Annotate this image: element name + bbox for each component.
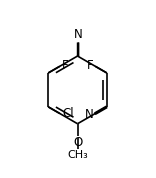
Text: F: F (62, 59, 68, 72)
Text: Cl: Cl (62, 107, 74, 120)
Text: F: F (87, 59, 93, 72)
Text: N: N (85, 108, 93, 121)
Text: O: O (73, 136, 82, 149)
Text: CH₃: CH₃ (67, 150, 88, 160)
Text: N: N (73, 28, 82, 41)
